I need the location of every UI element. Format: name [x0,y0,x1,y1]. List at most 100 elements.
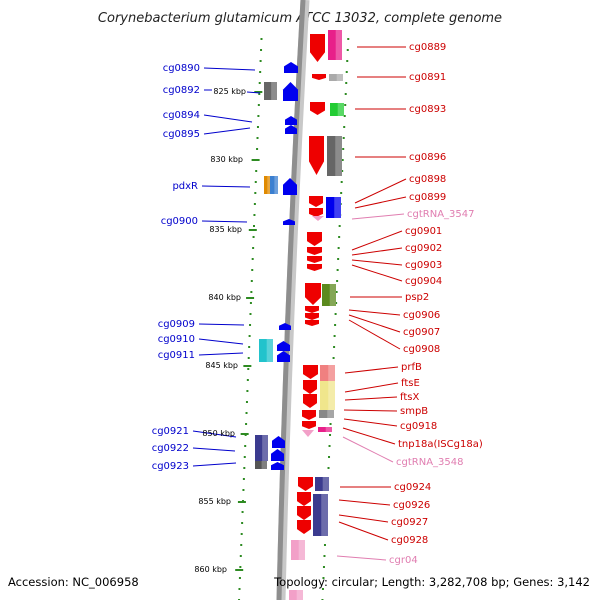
grey-feature [327,136,342,176]
reverse-gene-arrow [297,506,311,520]
tick-dot [336,280,339,282]
label-connector [354,178,407,204]
label-cg0898[interactable]: cg0898 [409,174,446,185]
label-cg0923[interactable]: cg0923 [152,461,189,472]
backbone-line [276,0,306,600]
label-cgr04[interactable]: cgr04 [389,555,418,566]
label-cg0899[interactable]: cg0899 [409,192,446,203]
label-cg0889[interactable]: cg0889 [409,42,446,53]
tick-dot [342,148,345,150]
navy-feature [255,435,268,461]
tick-major [254,91,263,93]
label-cg0902[interactable]: cg0902 [405,243,442,254]
reverse-gene-arrow [307,256,322,263]
tick-dot [252,236,255,238]
tick-dot [243,467,246,469]
tick-dot [248,346,251,348]
tick-dot [253,203,256,205]
tick-dot [337,258,340,260]
green-feature [330,103,344,116]
tick-dot [340,181,343,183]
forward-gene-arrow [272,436,285,448]
pink-feature [320,365,335,381]
grey-feature-shade [336,74,343,81]
label-cg0893[interactable]: cg0893 [409,104,446,115]
label-cg0891[interactable]: cg0891 [409,72,446,83]
tick-dot [246,390,249,392]
label-cg0924[interactable]: cg0924 [394,482,431,493]
reverse-gene-arrow [309,136,324,175]
tick-dot [249,313,252,315]
reverse-gene-arrow [297,492,311,506]
label-cg0909[interactable]: cg0909 [158,319,195,330]
label-pdxR[interactable]: pdxR [172,181,198,192]
tick-dot [254,181,257,183]
grey-feature [329,74,343,81]
label-cg0911[interactable]: cg0911 [158,350,195,361]
label-connector [348,319,401,350]
label-cg0894[interactable]: cg0894 [163,110,200,121]
label-tnp18a[interactable]: tnp18a(ISCg18a) [398,439,483,450]
label-cg0906[interactable]: cg0906 [403,310,440,321]
label-prfB[interactable]: prfB [401,362,422,373]
label-cg0895[interactable]: cg0895 [163,129,200,140]
label-cg0900[interactable]: cg0900 [161,216,198,227]
label-ftsX[interactable]: ftsX [400,392,419,403]
label-cg0922[interactable]: cg0922 [152,443,189,454]
reverse-gene-arrow [303,365,318,379]
tick-dot [246,379,249,381]
label-connector [203,114,253,123]
tick-major [235,569,244,571]
tick-dot [322,566,325,568]
tick-dot [248,335,251,337]
tick-dot [245,412,248,414]
tick-dot [335,302,338,304]
tick-dot [321,588,324,590]
reverse-gene-arrow [307,264,322,271]
label-cg0926[interactable]: cg0926 [393,500,430,511]
reverse-gene-arrow [307,247,322,255]
label-cg0928[interactable]: cg0928 [391,535,428,546]
navy-feature [315,477,329,491]
label-cg0910[interactable]: cg0910 [158,334,195,345]
label-cg0918[interactable]: cg0918 [400,421,437,432]
label-cg0907[interactable]: cg0907 [403,327,440,338]
scale-label-840: 840 kbp [208,293,241,302]
tick-dot [338,236,341,238]
label-connector [201,220,248,223]
tick-major [237,501,246,503]
tick-dot [323,544,326,546]
tick-dot [336,269,339,271]
label-cgtRNA_3547[interactable]: cgtRNA_3547 [407,209,475,220]
label-connector [336,555,387,561]
tick-dot [242,478,245,480]
tick-dot [345,82,348,84]
label-cg0904[interactable]: cg0904 [405,276,442,287]
label-connector [351,247,403,256]
reverse-gene-arrow [302,421,316,429]
forward-gene-arrow [283,82,298,101]
label-cg0901[interactable]: cg0901 [405,226,442,237]
tick-major [240,433,249,435]
label-cg0903[interactable]: cg0903 [405,260,442,271]
tick-dot [249,324,252,326]
tick-dot [256,137,259,139]
label-psp2[interactable]: psp2 [405,292,429,303]
label-ftsE[interactable]: ftsE [401,378,420,389]
label-cg0892[interactable]: cg0892 [163,85,200,96]
gene-features [255,30,344,600]
scale-label-850: 850 kbp [202,429,235,438]
tick-dot [245,401,248,403]
label-cg0927[interactable]: cg0927 [391,517,428,528]
scale-labels: 825 kbp 830 kbp 835 kbp 840 kbp 845 kbp … [194,87,246,574]
label-connector [351,259,403,266]
label-cg0921[interactable]: cg0921 [152,426,189,437]
tick-dot [253,214,256,216]
label-cg0890[interactable]: cg0890 [163,63,200,74]
scale-label-835: 835 kbp [209,225,242,234]
label-cg0896[interactable]: cg0896 [409,152,446,163]
label-smpB[interactable]: smpB [400,406,428,417]
scale-label-830: 830 kbp [210,155,243,164]
label-cg0908[interactable]: cg0908 [403,344,440,355]
label-cgtRNA_3548[interactable]: cgtRNA_3548 [396,457,464,468]
